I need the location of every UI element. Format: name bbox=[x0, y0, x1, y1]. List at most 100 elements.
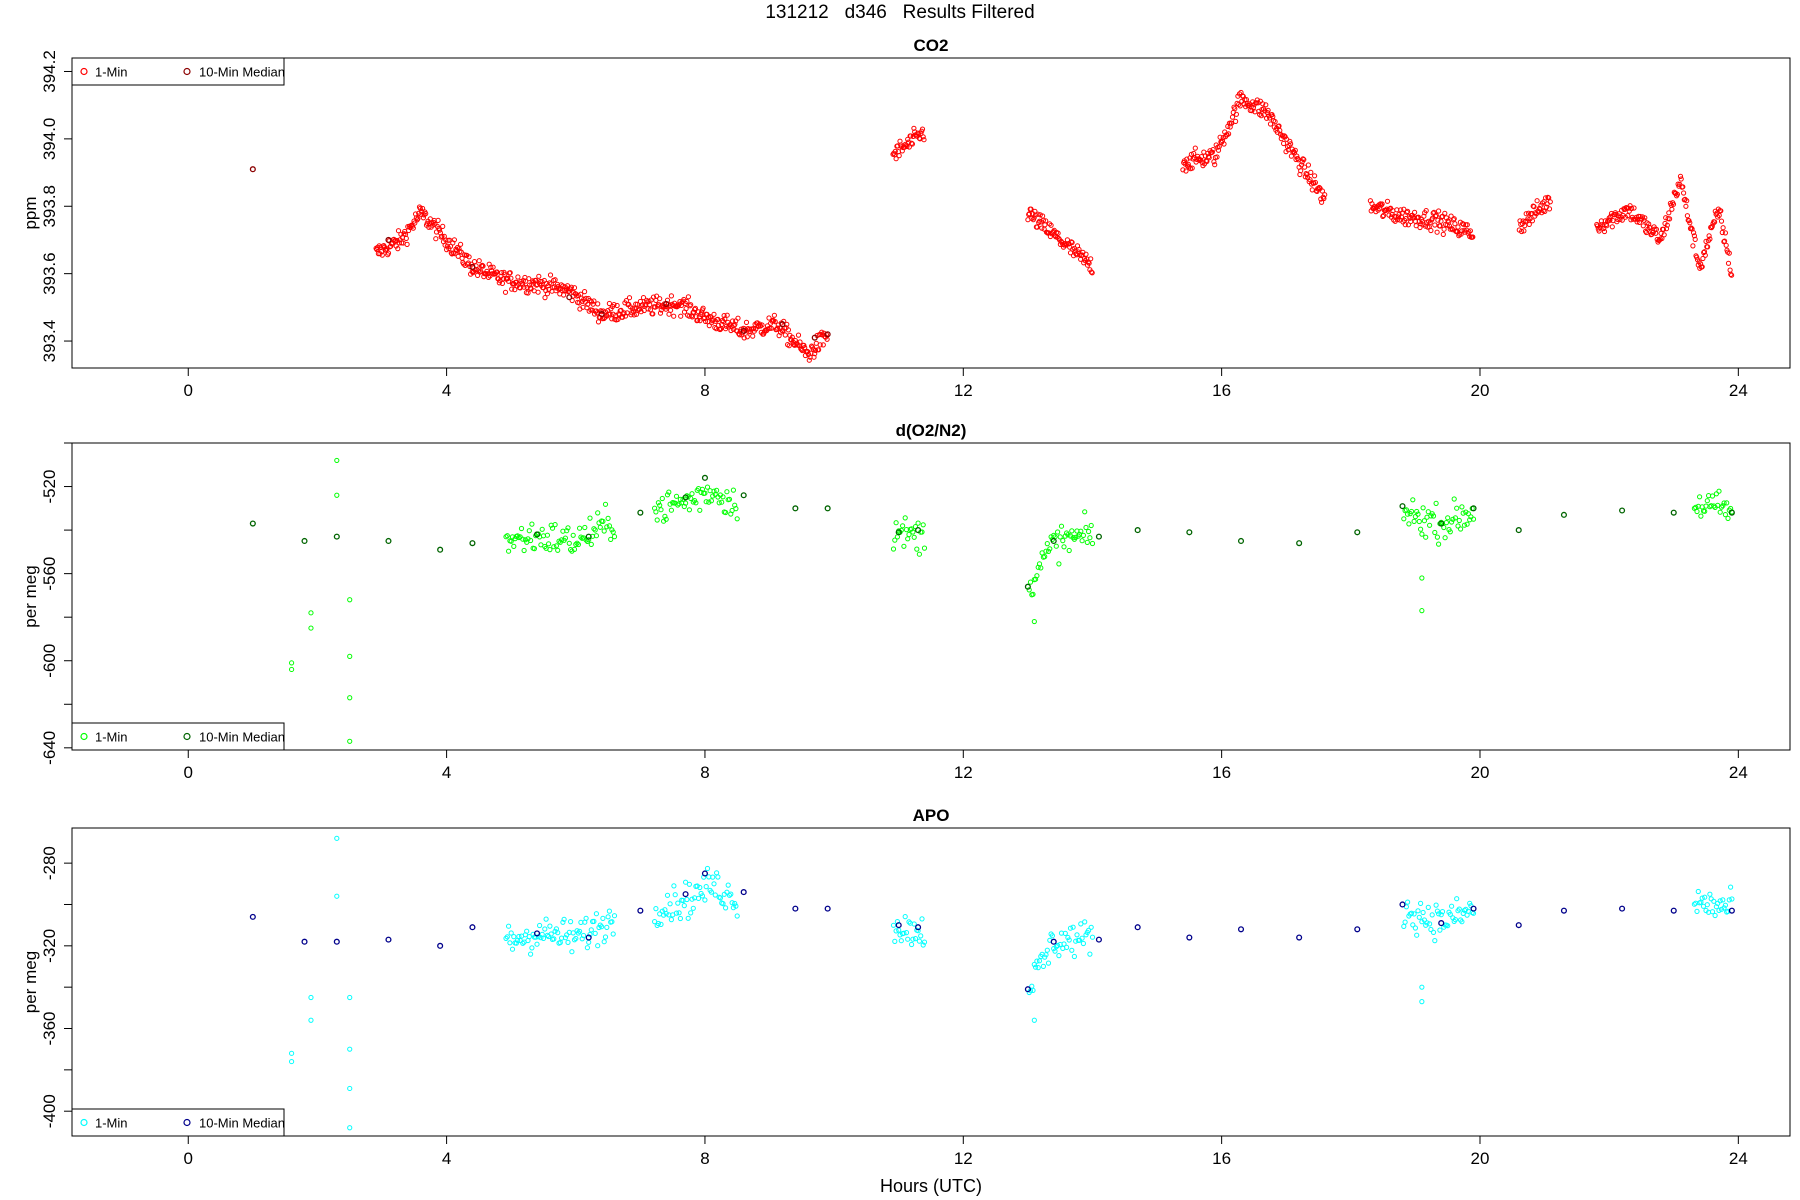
one-min-point bbox=[1189, 165, 1195, 171]
one-min-point bbox=[1415, 908, 1421, 914]
one-min-point bbox=[288, 1050, 295, 1056]
one-min-point bbox=[412, 220, 418, 226]
ten-min-median-point bbox=[824, 331, 831, 338]
one-min-point bbox=[771, 312, 778, 318]
one-min-point bbox=[595, 301, 601, 307]
one-min-point bbox=[1053, 944, 1059, 950]
one-min-point bbox=[708, 889, 715, 895]
one-min-point bbox=[580, 932, 587, 939]
one-min-point bbox=[379, 252, 385, 258]
one-min-point bbox=[655, 500, 662, 506]
one-min-point bbox=[1070, 924, 1076, 930]
one-min-point bbox=[1076, 246, 1082, 253]
one-min-point bbox=[1451, 216, 1457, 222]
one-min-point bbox=[1449, 903, 1455, 909]
one-min-point bbox=[542, 926, 548, 932]
y-tick-label: -320 bbox=[40, 929, 59, 963]
legend-label: 10-Min Median bbox=[199, 730, 285, 745]
one-min-point bbox=[675, 502, 681, 508]
one-min-point bbox=[548, 931, 554, 937]
y-tick-label: 394.0 bbox=[40, 118, 59, 161]
one-min-point bbox=[555, 547, 561, 553]
one-min-point bbox=[918, 933, 924, 939]
one-min-point bbox=[565, 525, 571, 531]
one-min-point bbox=[611, 534, 618, 540]
one-min-point bbox=[537, 922, 543, 929]
one-min-point bbox=[1722, 902, 1729, 908]
one-min-point bbox=[1088, 522, 1094, 529]
one-min-point bbox=[1718, 208, 1724, 214]
one-min-point bbox=[1436, 541, 1442, 547]
one-min-point bbox=[1375, 207, 1381, 213]
one-min-point bbox=[476, 258, 482, 264]
one-min-point bbox=[440, 223, 446, 229]
one-min-point bbox=[1722, 512, 1729, 518]
one-min-point bbox=[610, 529, 616, 535]
ten-min-median-point bbox=[1728, 509, 1735, 516]
one-min-point bbox=[507, 940, 513, 946]
one-min-point bbox=[1300, 156, 1306, 162]
one-min-point bbox=[1688, 225, 1694, 231]
one-min-point bbox=[1704, 498, 1710, 504]
one-min-point bbox=[1405, 899, 1411, 905]
one-min-point bbox=[308, 610, 314, 616]
one-min-point bbox=[657, 310, 664, 316]
one-min-point bbox=[1719, 229, 1725, 236]
ten-min-median-point bbox=[1670, 509, 1677, 516]
y-tick-label: 393.4 bbox=[40, 320, 59, 363]
one-min-point bbox=[1078, 921, 1084, 927]
one-min-point bbox=[1720, 503, 1726, 509]
ten-min-median-point bbox=[533, 930, 541, 937]
one-min-point bbox=[488, 264, 494, 270]
one-min-point bbox=[733, 506, 739, 512]
one-min-point bbox=[483, 271, 489, 277]
one-min-point bbox=[423, 211, 429, 217]
one-min-point bbox=[435, 217, 441, 223]
one-min-point bbox=[1291, 150, 1298, 156]
one-min-point bbox=[1703, 238, 1709, 244]
one-min-point bbox=[664, 892, 671, 898]
one-min-point bbox=[1692, 236, 1698, 242]
one-min-point bbox=[653, 906, 659, 912]
one-min-point bbox=[584, 945, 591, 951]
ten-min-median-point bbox=[1354, 926, 1361, 933]
one-min-point bbox=[577, 928, 583, 934]
one-min-point bbox=[732, 321, 738, 327]
one-min-point bbox=[334, 835, 340, 841]
one-min-point bbox=[663, 911, 669, 917]
one-min-point bbox=[525, 290, 531, 296]
one-min-point bbox=[347, 653, 353, 659]
one-min-point bbox=[820, 342, 826, 348]
one-min-point bbox=[308, 625, 314, 631]
one-min-point bbox=[1185, 161, 1191, 167]
ten-min-median-point bbox=[792, 905, 799, 912]
one-min-point bbox=[915, 520, 921, 526]
one-min-point bbox=[714, 870, 720, 876]
one-min-point bbox=[711, 881, 717, 887]
one-min-point bbox=[568, 284, 575, 290]
one-min-point bbox=[1434, 908, 1441, 914]
one-min-point bbox=[811, 354, 817, 360]
one-min-point bbox=[1694, 508, 1700, 515]
one-min-point bbox=[526, 528, 532, 534]
one-min-point bbox=[1435, 217, 1441, 223]
one-min-point bbox=[1027, 579, 1034, 585]
one-min-point bbox=[661, 912, 667, 918]
one-min-point bbox=[1212, 162, 1218, 168]
one-min-point bbox=[540, 935, 547, 942]
one-min-point bbox=[1661, 232, 1667, 238]
one-min-point bbox=[529, 945, 535, 951]
one-min-point bbox=[1641, 217, 1647, 223]
one-min-point bbox=[458, 241, 464, 247]
one-min-point bbox=[534, 941, 540, 947]
one-min-point bbox=[577, 525, 583, 531]
one-min-point bbox=[914, 546, 920, 552]
one-min-point bbox=[1717, 898, 1723, 904]
one-min-point bbox=[759, 322, 765, 328]
one-min-point bbox=[1449, 519, 1455, 525]
one-min-point bbox=[611, 913, 618, 919]
one-min-point bbox=[1442, 210, 1448, 216]
x-tick-label: 20 bbox=[1471, 763, 1490, 782]
one-min-point bbox=[553, 543, 560, 549]
one-min-point bbox=[1088, 256, 1094, 262]
